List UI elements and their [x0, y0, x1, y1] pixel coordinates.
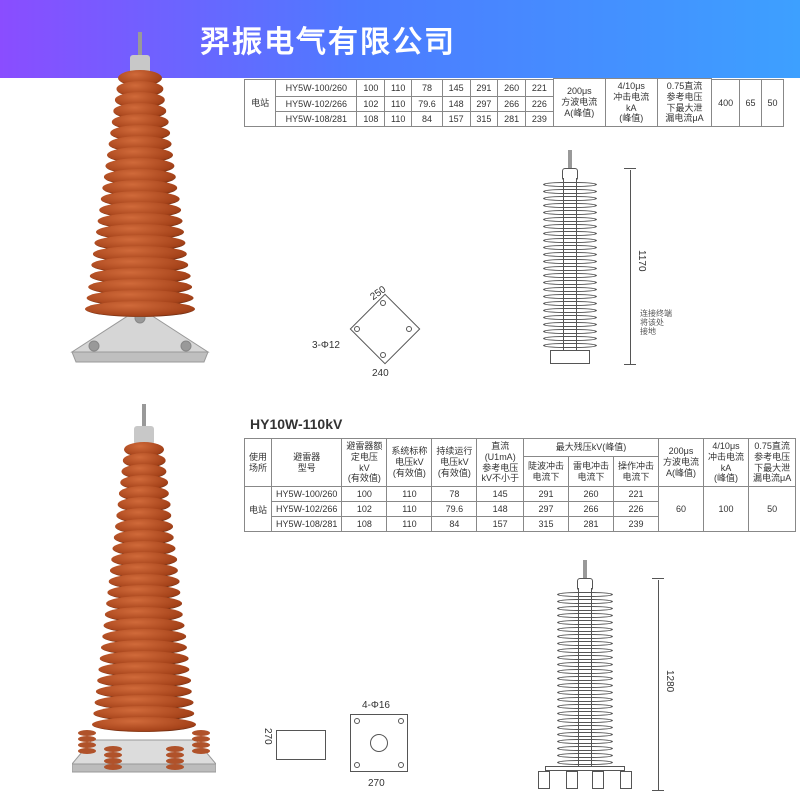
- baseplate-diagram-bottom: 270 270 4-Φ16: [276, 700, 446, 790]
- section-title-hy10w: HY10W-110kV: [250, 416, 342, 432]
- baseplate-diagram-top: 240 250 3-Φ12: [330, 290, 440, 380]
- company-name: 羿振电气有限公司: [200, 17, 456, 61]
- base-width-top: 240: [372, 368, 389, 379]
- height-dim-bottom: 1280: [664, 670, 675, 692]
- spec-table-top: 200μs 方波电流 A(峰值)4/10μs 冲击电流 kA (峰值)0.75直…: [244, 78, 784, 127]
- arrester-photo-bottom: [64, 410, 224, 790]
- spec-table-bottom: 使用 场所避雷器 型号避雷器额 定电压 kV (有效值)系统标称 电压kV (有…: [244, 438, 796, 532]
- arrester-photo-top: [60, 40, 220, 360]
- base-h-bottom: 270: [262, 728, 273, 745]
- hole-spec-top: 3-Φ12: [312, 340, 340, 351]
- hole-spec-bottom: 4-Φ16: [362, 700, 390, 711]
- ground-note-top: 连接终端 将该处 接地: [640, 310, 672, 336]
- technical-diagram-bottom: 1280: [470, 560, 700, 800]
- base-w-bottom: 270: [368, 778, 385, 789]
- technical-diagram-top: 1170: [470, 150, 670, 380]
- height-dim-top: 1170: [636, 250, 647, 272]
